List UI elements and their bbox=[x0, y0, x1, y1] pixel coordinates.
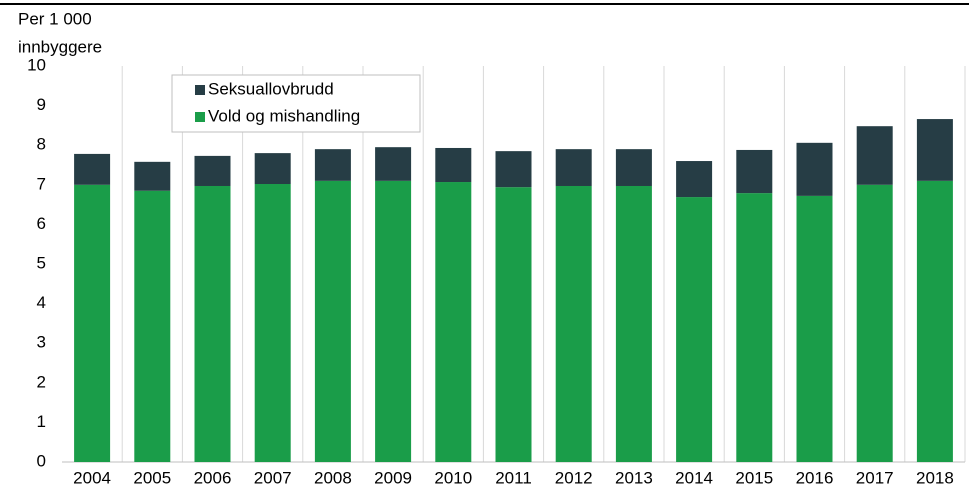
x-tick-label: 2012 bbox=[555, 468, 593, 487]
x-tick-label: 2015 bbox=[735, 468, 773, 487]
legend-label: Seksuallovbrudd bbox=[208, 79, 334, 98]
bar-segment bbox=[134, 161, 171, 191]
y-tick-label: 9 bbox=[37, 95, 46, 114]
y-tick-label: 4 bbox=[37, 293, 46, 312]
y-tick-label: 10 bbox=[27, 55, 46, 74]
bar-segment bbox=[856, 184, 893, 463]
x-tick-label: 2018 bbox=[916, 468, 954, 487]
legend-box bbox=[171, 74, 421, 133]
y-tick-label: 5 bbox=[37, 253, 46, 272]
y-tick-label: 7 bbox=[37, 174, 46, 193]
bar-segment bbox=[314, 180, 351, 462]
y-axis-title: innbyggere bbox=[18, 37, 102, 56]
x-tick-label: 2007 bbox=[254, 468, 292, 487]
bar-segment bbox=[916, 180, 953, 462]
x-tick-label: 2005 bbox=[133, 468, 171, 487]
legend-swatch bbox=[195, 112, 205, 122]
bar-segment bbox=[736, 193, 773, 462]
bar-segment bbox=[435, 147, 472, 183]
bar-segment bbox=[314, 149, 351, 181]
bar-segment bbox=[555, 185, 592, 462]
top-rule bbox=[0, 3, 969, 5]
bar-segment bbox=[615, 149, 652, 186]
bar-segment bbox=[615, 185, 652, 462]
legend-swatch bbox=[195, 85, 205, 95]
x-tick-label: 2009 bbox=[374, 468, 412, 487]
bar-segment bbox=[74, 184, 111, 463]
x-tick-label: 2014 bbox=[675, 468, 713, 487]
bar-segment bbox=[916, 119, 953, 181]
x-tick-label: 2006 bbox=[194, 468, 232, 487]
y-tick-label: 0 bbox=[37, 451, 46, 470]
bar-segment bbox=[254, 184, 291, 462]
bar-segment bbox=[194, 155, 231, 186]
y-tick-label: 2 bbox=[37, 372, 46, 391]
x-tick-label: 2016 bbox=[796, 468, 834, 487]
bar-segment bbox=[254, 153, 291, 185]
bar-segment bbox=[134, 190, 171, 463]
x-tick-label: 2004 bbox=[73, 468, 111, 487]
y-tick-label: 8 bbox=[37, 135, 46, 154]
bar-segment bbox=[495, 151, 532, 188]
x-tick-label: 2010 bbox=[434, 468, 472, 487]
bar-segment bbox=[555, 149, 592, 186]
legend-label: Vold og mishandling bbox=[208, 106, 360, 125]
y-axis-title: Per 1 000 bbox=[18, 9, 92, 28]
y-tick-label: 3 bbox=[37, 333, 46, 352]
x-tick-label: 2008 bbox=[314, 468, 352, 487]
x-tick-label: 2013 bbox=[615, 468, 653, 487]
bar-segment bbox=[375, 180, 412, 462]
bar-segment bbox=[495, 187, 532, 462]
bar-segment bbox=[194, 185, 231, 462]
bar-segment bbox=[435, 182, 472, 462]
bar-segment bbox=[676, 161, 713, 198]
bar-segment bbox=[375, 147, 412, 181]
bar-segment bbox=[676, 197, 713, 463]
bar-segment bbox=[796, 142, 833, 196]
x-tick-label: 2017 bbox=[856, 468, 894, 487]
bar-segment bbox=[856, 126, 893, 185]
y-tick-label: 1 bbox=[37, 412, 46, 431]
y-tick-label: 6 bbox=[37, 214, 46, 233]
bar-segment bbox=[796, 195, 833, 462]
x-tick-label: 2011 bbox=[495, 468, 532, 487]
bar-segment bbox=[74, 153, 111, 185]
bar-segment bbox=[736, 149, 773, 194]
